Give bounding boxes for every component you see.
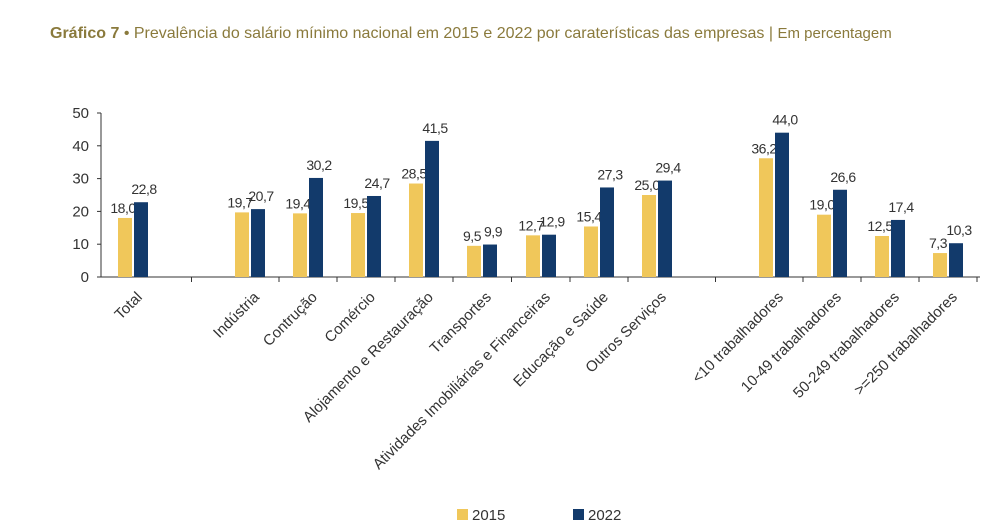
bar-2015 xyxy=(817,214,831,277)
data-label-2015: 18,0 xyxy=(110,200,136,216)
legend-swatch-2022 xyxy=(573,509,584,520)
category-label: Contrução xyxy=(260,289,321,350)
data-label-2022: 12,9 xyxy=(539,214,565,230)
legend-label-2022: 2022 xyxy=(588,507,621,524)
data-label-2015: 19,5 xyxy=(343,195,369,211)
data-label-2015: 15,4 xyxy=(576,208,602,224)
bar-2022 xyxy=(483,244,497,277)
bar-2015 xyxy=(351,213,365,277)
category-label: Comércio xyxy=(321,289,378,346)
category-label: Total xyxy=(111,289,145,323)
bar-2015 xyxy=(467,245,481,277)
bar-2022 xyxy=(542,234,556,277)
bar-2015 xyxy=(293,213,307,277)
category-label: 10-49 trabalhadores xyxy=(738,289,845,396)
bar-2022 xyxy=(949,243,963,277)
data-label-2015: 25,0 xyxy=(634,177,660,193)
category-label: 50-249 trabalhadores xyxy=(790,289,903,402)
title-text: Prevalência do salário mínimo nacional e… xyxy=(133,25,765,42)
bar-2022 xyxy=(251,209,265,277)
title-separator: | xyxy=(768,25,774,42)
data-label-2022: 29,4 xyxy=(655,160,681,176)
bar-2015 xyxy=(526,235,540,277)
data-label-2022: 26,6 xyxy=(830,169,856,185)
bar-2022 xyxy=(775,132,789,277)
bar-2022 xyxy=(600,187,614,277)
data-label-2015: 12,7 xyxy=(518,217,544,233)
data-label-2015: 19,7 xyxy=(227,194,253,210)
y-tick-label: 30 xyxy=(72,171,89,188)
bar-2015 xyxy=(584,226,598,277)
data-label-2022: 10,3 xyxy=(946,222,972,238)
data-label-2015: 36,2 xyxy=(751,140,777,156)
chart-title: Gráfico 7 • Prevalência do salário mínim… xyxy=(50,20,980,48)
data-label-2022: 22,8 xyxy=(131,181,157,197)
data-label-2015: 12,5 xyxy=(867,218,893,234)
legend-swatch-2015 xyxy=(457,509,468,520)
y-tick-label: 0 xyxy=(81,269,89,286)
category-label: Indústria xyxy=(210,288,263,341)
data-label-2022: 24,7 xyxy=(364,175,390,191)
y-tick-label: 20 xyxy=(72,203,89,220)
bar-2015 xyxy=(759,158,773,277)
bar-2022 xyxy=(891,219,905,277)
bar-2022 xyxy=(134,202,148,277)
bar-2022 xyxy=(309,177,323,277)
data-label-2015: 28,5 xyxy=(401,166,427,182)
bar-2015 xyxy=(642,195,656,277)
bar-2022 xyxy=(425,140,439,277)
data-label-2015: 19,4 xyxy=(285,195,311,211)
bar-2022 xyxy=(833,189,847,277)
bar-2022 xyxy=(658,180,672,277)
data-label-2022: 41,5 xyxy=(422,120,448,136)
data-label-2022: 9,9 xyxy=(484,224,503,240)
data-label-2022: 30,2 xyxy=(306,157,332,173)
y-tick-label: 40 xyxy=(72,138,89,155)
bar-2015 xyxy=(409,183,423,277)
category-label: >=250 trabalhadores xyxy=(851,289,961,399)
bar-2015 xyxy=(875,236,889,277)
data-label-2022: 44,0 xyxy=(772,112,798,128)
title-unit: Em percentagem xyxy=(777,25,892,42)
data-label-2015: 7,3 xyxy=(929,235,948,251)
y-tick-label: 50 xyxy=(72,105,89,122)
bar-2015 xyxy=(235,212,249,277)
data-label-2022: 27,3 xyxy=(597,166,623,182)
chart-number: Gráfico 7 xyxy=(50,25,120,42)
bar-2022 xyxy=(367,195,381,277)
data-label-2022: 17,4 xyxy=(888,199,914,215)
y-tick-label: 10 xyxy=(72,236,89,253)
bar-2015 xyxy=(118,217,132,277)
data-label-2015: 9,5 xyxy=(463,228,482,244)
data-label-2015: 19,0 xyxy=(809,197,835,213)
title-bullet: • xyxy=(123,25,130,42)
legend-label-2015: 2015 xyxy=(472,507,505,524)
bar-2015 xyxy=(933,253,947,277)
data-label-2022: 20,7 xyxy=(248,188,274,204)
